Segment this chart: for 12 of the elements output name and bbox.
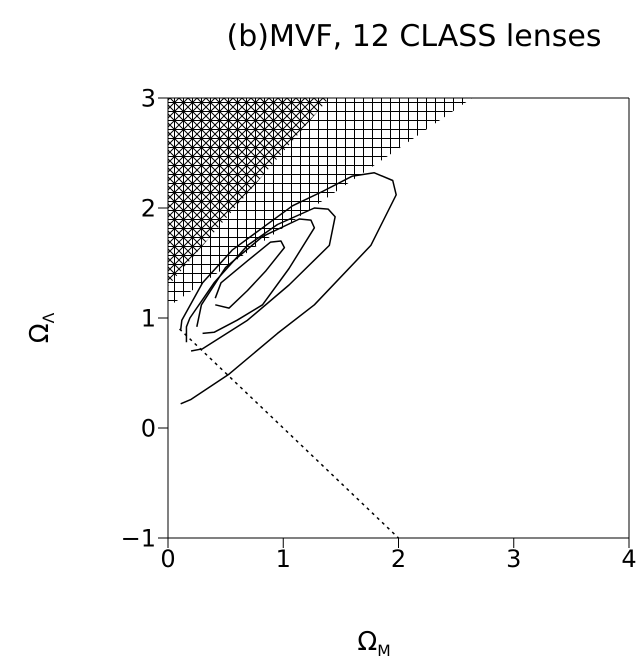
- y-tick-label: −1: [120, 524, 156, 553]
- x-tick-label: 2: [390, 545, 406, 574]
- x-tick-label: 1: [276, 545, 291, 574]
- y-tick-label: 3: [140, 84, 156, 113]
- x-tick-label: 4: [621, 545, 637, 574]
- x-tick-label: 0: [160, 545, 176, 574]
- y-tick-label: 0: [140, 414, 156, 443]
- y-tick-label: 2: [140, 194, 156, 223]
- x-tick-label: 3: [506, 545, 522, 574]
- x-axis-title: Ω$_{M}$: [357, 627, 391, 660]
- y-tick-label: 1: [140, 304, 156, 333]
- chart-title: (b)MVF, 12 CLASS lenses: [226, 19, 602, 54]
